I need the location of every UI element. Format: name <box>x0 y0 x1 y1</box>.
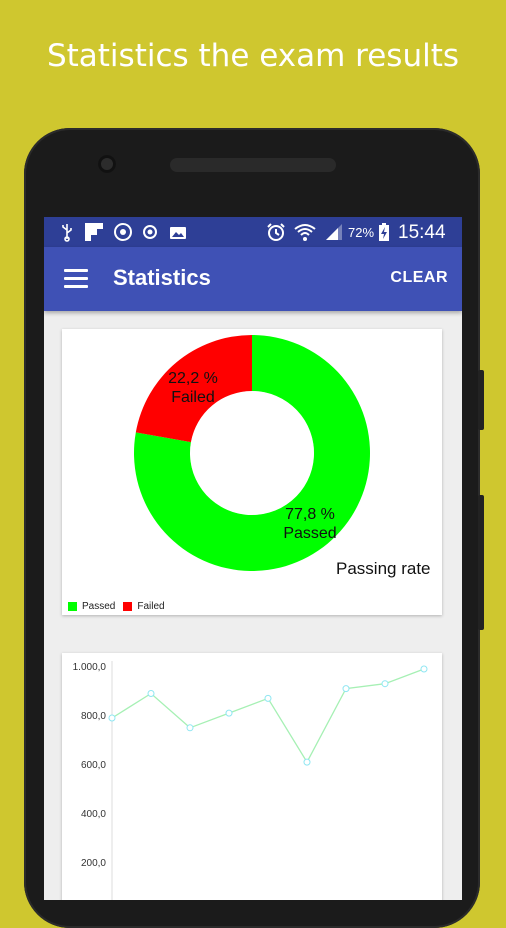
sync-icon <box>114 223 132 241</box>
phone-camera <box>98 155 116 173</box>
chart-description: Passing rate <box>336 559 431 578</box>
line-series <box>111 668 425 764</box>
legend-item-failed: Failed <box>123 601 165 612</box>
legend-swatch-passed <box>68 602 77 611</box>
line-point[interactable] <box>108 714 116 722</box>
failed-percent-label: 22,2 % <box>168 370 218 387</box>
line-chart[interactable] <box>62 653 442 900</box>
line-point[interactable] <box>342 685 350 693</box>
menu-icon[interactable] <box>64 269 88 289</box>
legend-label-failed: Failed <box>137 601 165 612</box>
y-tick-label: 800,0 <box>80 711 106 722</box>
y-tick-label: 600,0 <box>80 760 106 771</box>
donut-hole <box>197 398 307 508</box>
battery-charging-icon <box>379 223 389 241</box>
wifi-icon <box>294 224 316 241</box>
app-bar: Statistics CLEAR <box>44 247 462 311</box>
signal-icon <box>326 224 342 240</box>
phone-volume-button <box>478 495 484 630</box>
phone-side-button <box>478 370 484 430</box>
pie-chart-card: 22,2 % Failed 77,8 % Passed Passing rate… <box>62 329 442 615</box>
clear-button[interactable]: CLEAR <box>390 269 448 286</box>
pie-chart[interactable] <box>62 329 442 615</box>
line-point[interactable] <box>147 690 155 697</box>
line-point[interactable] <box>303 758 311 766</box>
usb-icon <box>62 224 72 242</box>
y-tick-label: 1.000,0 <box>72 662 106 673</box>
battery-percentage: 72% <box>348 225 375 240</box>
flipboard-icon <box>85 223 103 241</box>
phone-speaker <box>170 158 336 172</box>
line-point[interactable] <box>420 665 428 673</box>
passed-percent-label: 77,8 % <box>285 506 335 523</box>
y-tick-label: 200,0 <box>80 858 106 869</box>
app-title: Statistics <box>113 265 211 290</box>
pie-legend: Passed Failed <box>68 601 173 612</box>
passed-name-label: Passed <box>283 525 337 542</box>
line-point[interactable] <box>381 680 389 688</box>
pie-slice-failed[interactable] <box>135 335 252 443</box>
line-point[interactable] <box>186 724 194 732</box>
status-bar: 72% 15:44 <box>44 217 462 247</box>
record-icon <box>143 225 157 239</box>
legend-label-passed: Passed <box>82 601 116 612</box>
legend-swatch-failed <box>123 602 133 611</box>
pie-slice-passed[interactable] <box>134 335 370 571</box>
alarm-icon <box>267 223 285 241</box>
line-point[interactable] <box>264 694 272 702</box>
photo-icon <box>170 227 186 239</box>
line-point[interactable] <box>225 709 233 717</box>
clock: 15:44 <box>398 222 446 243</box>
failed-name-label: Failed <box>171 389 215 406</box>
legend-item-passed: Passed <box>68 601 115 612</box>
y-tick-label: 400,0 <box>80 809 106 820</box>
phone-screen: 72% 15:44 Statistics CLEAR 22,2 % Failed… <box>44 217 462 900</box>
promo-title: Statistics the exam results <box>46 38 460 74</box>
line-chart-card: 1.000,0 800,0 600,0 400,0 200,0 <box>62 653 442 900</box>
